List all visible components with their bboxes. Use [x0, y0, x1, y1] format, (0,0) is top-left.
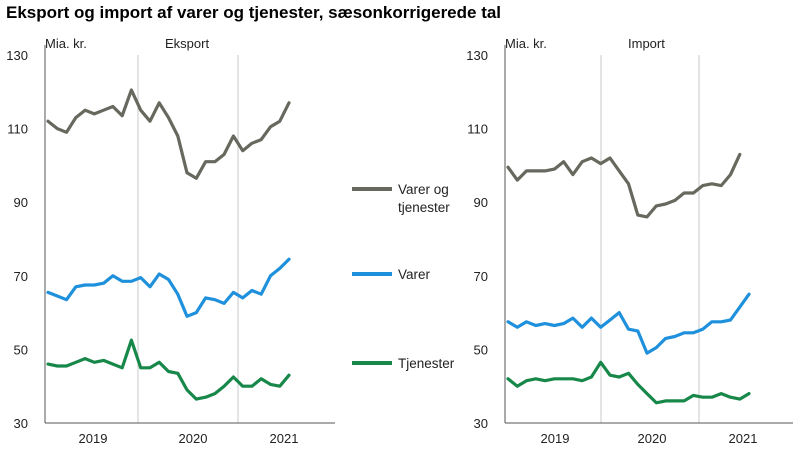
eksport-x-tick-2021: 2021 — [270, 431, 299, 446]
import-series-varer — [506, 292, 751, 355]
import-y-tick-90: 90 — [474, 195, 488, 210]
eksport-y-tick-50: 50 — [14, 342, 28, 357]
eksport-y-axis-label: Mia. kr. — [45, 36, 87, 51]
import-y-tick-30: 30 — [474, 416, 488, 431]
chart-title: Eksport og import af varer og tjenester,… — [6, 3, 502, 22]
eksport-y-tick-110: 110 — [7, 122, 28, 137]
import-y-tick-110: 110 — [467, 122, 488, 137]
eksport-series-varer — [46, 257, 291, 318]
eksport-series-varer-og-tjenester — [46, 88, 291, 180]
import-y-tick-50: 50 — [474, 342, 488, 357]
eksport-y-tick-30: 30 — [14, 416, 28, 431]
import-panel: 130 110 90 70 50 30 Mia. kr. Import 2019 2020 2021 — [466, 36, 793, 446]
import-panel-title: Import — [628, 36, 665, 51]
eksport-panel-title: Eksport — [165, 36, 209, 51]
eksport-y-tick-90: 90 — [14, 195, 28, 210]
import-x-tick-2019: 2019 — [541, 431, 570, 446]
export-panel: 130 110 90 70 50 30 Mia. kr. Eksport 2019 2020 202… — [6, 36, 335, 446]
import-y-axis-label: Mia. kr. — [505, 36, 547, 51]
import-x-tick-2021: 2021 — [729, 431, 758, 446]
eksport-x-tick-2019: 2019 — [79, 431, 108, 446]
legend-label-varer: Varer — [398, 267, 431, 282]
legend-label-tjenester: Tjenester — [398, 356, 455, 371]
eksport-x-tick-2020: 2020 — [179, 431, 208, 446]
eksport-y-tick-130: 130 — [6, 48, 28, 63]
legend: Varer og tjenester Varer Tjenester — [352, 182, 455, 371]
import-series-varer-og-tjenester — [506, 152, 742, 219]
legend-label-varer-og-tjenester-2: tjenester — [398, 200, 450, 215]
legend-label-varer-og-tjenester-1: Varer og — [398, 182, 449, 197]
import-series-tjenester — [506, 360, 751, 405]
eksport-y-tick-70: 70 — [14, 269, 28, 284]
eksport-series-tjenester — [46, 338, 291, 401]
import-y-tick-70: 70 — [474, 269, 488, 284]
import-y-tick-130: 130 — [466, 48, 488, 63]
import-x-tick-2020: 2020 — [638, 431, 667, 446]
